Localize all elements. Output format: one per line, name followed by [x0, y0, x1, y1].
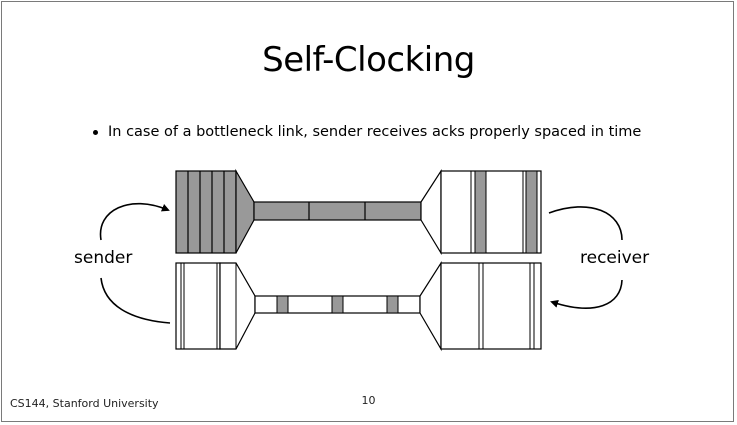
slide-title: Self-Clocking [262, 40, 475, 80]
sender-data-queue [175, 170, 237, 254]
receiver-label: receiver [580, 248, 650, 268]
sender-ack-funnel [219, 262, 256, 350]
sender-loop-arrow-top [99, 202, 170, 241]
sender-label: sender [74, 248, 133, 268]
receiver-ack-funnel [419, 260, 442, 352]
ack-packet [276, 295, 289, 314]
receiver-ack-queue [440, 262, 542, 350]
sender-data-funnel [235, 168, 255, 254]
bullet-dot-icon [93, 129, 98, 135]
receiver-data-queue [440, 170, 542, 254]
bullet-text: In case of a bottleneck link, sender rec… [108, 124, 642, 140]
sender-ack-queue [175, 262, 221, 350]
received-packet [525, 170, 538, 254]
ack-packet [331, 295, 344, 314]
receiver-loop-line-top [548, 206, 623, 241]
ack-packet [386, 295, 399, 314]
receiver-data-funnel [420, 168, 442, 256]
page-number: 10 [361, 394, 376, 407]
bullet-item: In case of a bottleneck link, sender rec… [93, 124, 641, 140]
top-pipe [175, 168, 542, 256]
footer-course: CS144, Stanford University [10, 397, 159, 410]
received-packet [474, 170, 487, 254]
bottleneck-link-top [253, 201, 422, 221]
bottom-pipe [175, 260, 542, 352]
sender-loop-line-bottom [100, 277, 171, 324]
receiver-loop-arrow-bottom [550, 279, 623, 309]
